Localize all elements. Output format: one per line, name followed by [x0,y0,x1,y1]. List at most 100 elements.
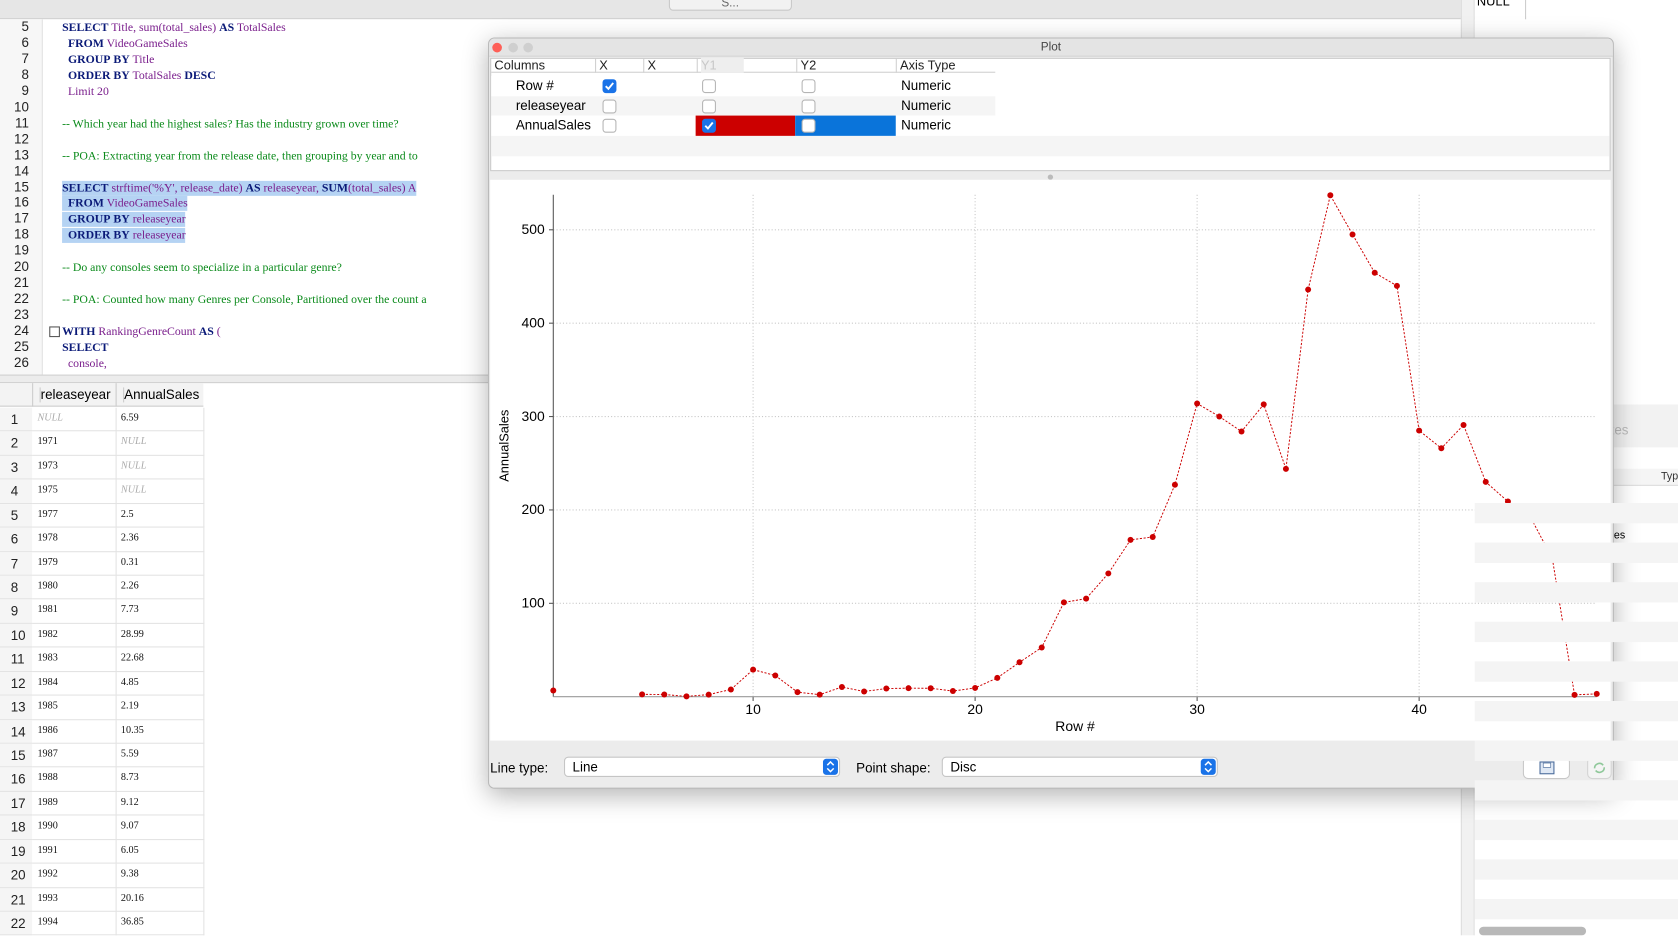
row-index: 17 [10,796,26,812]
line-number: 13 [14,147,29,163]
cell: NULL [120,485,147,496]
cell: 0.31 [120,557,139,568]
cell: 1978 [37,533,58,544]
row-index: 18 [10,820,26,836]
axis-type: Numeric [901,78,951,94]
checkbox[interactable] [801,79,816,94]
stripe [1474,898,1678,919]
stripe [1474,819,1678,840]
stripe [1474,780,1678,800]
cell-divider [115,695,117,720]
x-tick-label: 40 [1411,701,1427,717]
row-index-cell [0,911,33,936]
code-line: GROUP BY releaseyear [62,212,186,228]
columns-header: Y2 [800,57,817,73]
cell: 10.35 [120,725,144,736]
columns-divider [643,58,645,73]
y-tick-label: 100 [522,595,545,611]
zoom-button[interactable] [523,42,533,53]
line-number: 16 [14,195,29,211]
checkbox[interactable] [602,119,617,134]
row-index-cell [0,791,33,816]
checkbox[interactable] [801,119,816,134]
row-index: 7 [10,556,19,572]
checkbox[interactable] [602,99,617,114]
point [1260,401,1267,408]
keyword: GROUP [67,213,111,227]
minimize-button[interactable] [508,42,518,53]
row-cells [32,671,205,696]
splitter-handle[interactable] [1047,174,1054,180]
identifier: Limit 20 [62,85,109,99]
tab[interactable]: S... [668,0,792,11]
check-icon [605,82,614,91]
check-mark [605,82,614,91]
point [1371,269,1378,276]
code-line: ORDER BY TotalSales DESC [62,68,216,83]
code-line: SELECT strftime('%Y', release_date) AS r… [62,180,417,196]
point [905,685,912,692]
identifier: ( [213,325,221,339]
line-number: 18 [14,227,29,243]
cell: 1980 [37,581,58,592]
cell-divider [115,839,117,864]
column-name: AnnualSales [515,118,591,134]
cell: 1979 [37,557,58,568]
cell: 1985 [37,701,58,712]
row-cells [32,647,205,672]
y-tick-label: 400 [522,314,545,330]
checkbox[interactable] [702,79,716,94]
identifier: TotalSales [129,69,185,83]
cell: 1975 [37,485,58,496]
code-line: GROUP BY Title [62,52,154,67]
identifier: (total_sales) A [348,181,417,195]
keyword: GROUP [67,53,111,67]
line-number: 9 [21,83,29,99]
cell: 28.99 [120,629,144,640]
select[interactable]: Line [563,756,841,777]
columns-divider [595,58,597,73]
y2-color [795,115,896,136]
cell: 1989 [37,797,58,808]
point [661,691,668,698]
cell-divider [115,503,117,528]
row-index: 6 [10,532,19,548]
title-bar [489,38,1613,57]
point [1438,445,1445,452]
column-header: releaseyear [39,387,111,403]
line-number: 21 [14,275,29,291]
checkbox[interactable] [702,99,716,114]
cell: 1991 [37,845,58,856]
point [994,674,1001,681]
cell: 1973 [37,461,58,472]
stripe [1474,502,1678,523]
columns-row [491,95,996,116]
checkbox[interactable] [702,119,716,134]
cell: 2.36 [120,533,139,544]
checkbox[interactable] [801,99,816,114]
row-index: 2 [10,436,19,452]
point [550,687,557,694]
point [1216,413,1223,420]
cell-divider [115,887,117,912]
columns-divider [696,58,698,73]
point [1282,465,1289,472]
select[interactable]: Disc [941,756,1218,777]
cell: 1994 [37,917,58,928]
cell-divider [115,743,117,768]
checkbox[interactable] [602,79,617,94]
row-index-cell [0,431,33,456]
line-number: 15 [14,179,29,195]
identifier: releaseyear [129,213,186,227]
columns-header: Axis Type [900,57,956,73]
row-cells [32,479,205,504]
close-button[interactable] [492,42,502,53]
column-header: AnnualSales [123,387,200,403]
keyword: AS [245,181,261,195]
point [1416,427,1423,434]
row-cells [32,455,205,480]
cell: 1981 [37,605,58,616]
line-number: 14 [14,163,29,179]
